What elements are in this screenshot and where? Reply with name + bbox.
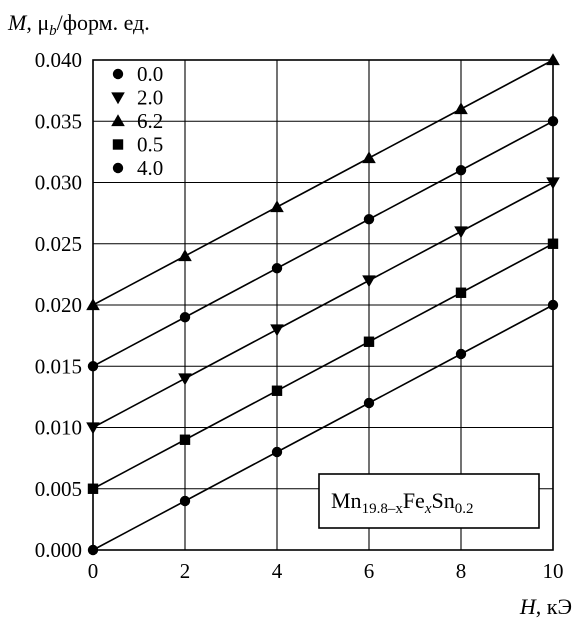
x-tick-label: 6 <box>364 559 375 583</box>
annotation-element: Mn <box>331 488 362 513</box>
data-point <box>179 434 191 445</box>
data-point <box>271 263 283 274</box>
y-axis-unit: , μ <box>26 10 49 35</box>
y-axis-title: M, μb/форм. ед. <box>7 10 150 39</box>
y-tick-label: 0.010 <box>35 416 82 440</box>
y-tick-label: 0.005 <box>35 477 82 501</box>
data-point <box>178 373 192 386</box>
composition-annotation: Mn19.8–xFexSn0.2 <box>318 473 540 529</box>
x-tick-label: 8 <box>456 559 467 583</box>
data-point <box>271 446 283 458</box>
annotation-box <box>318 473 540 529</box>
series-line <box>92 304 554 551</box>
data-point <box>455 165 467 176</box>
legend-item: 2.0 <box>111 86 163 110</box>
data-point <box>454 102 468 115</box>
data-point <box>362 151 376 164</box>
x-tick-label: 10 <box>543 559 564 583</box>
data-point <box>363 336 375 347</box>
series-line <box>92 120 554 367</box>
data-point <box>270 324 284 337</box>
series-line <box>92 243 554 490</box>
data-point <box>179 312 191 323</box>
x-tick-label: 4 <box>272 559 283 583</box>
series-line <box>92 59 554 306</box>
annotation-element: Sn <box>431 488 454 513</box>
legend-item: 6.2 <box>111 109 163 133</box>
legend-label: 0.0 <box>137 62 163 86</box>
legend-item: 0.5 <box>112 133 163 157</box>
data-point <box>271 385 283 396</box>
series-2.0 <box>86 177 560 435</box>
y-tick-label: 0.025 <box>35 232 82 256</box>
series-4.0 <box>87 116 559 372</box>
legend-item: 4.0 <box>112 156 163 180</box>
x-axis-unit: , кЭ <box>536 594 572 619</box>
data-point <box>546 53 560 66</box>
x-axis-var: H <box>519 594 537 619</box>
annotation-subscript: 19.8–x <box>362 501 404 517</box>
x-tick-label: 2 <box>180 559 191 583</box>
data-point <box>270 200 284 213</box>
data-point <box>363 214 375 225</box>
plot-frame <box>92 59 554 551</box>
x-tick-label: 0 <box>88 559 99 583</box>
series-layer <box>86 53 560 556</box>
legend-marker <box>112 139 124 150</box>
y-axis-unit-sub: b <box>49 23 57 39</box>
data-point <box>362 275 376 288</box>
y-tick-label: 0.030 <box>35 171 82 195</box>
legend-marker <box>111 92 125 105</box>
y-tick-label: 0.040 <box>35 48 82 72</box>
data-point <box>179 495 191 507</box>
annotation-subscript: x <box>424 501 432 517</box>
tick-labels: 0 2 4 6 8 10 0.000 0.005 0.010 0.015 0.020 0.025 0.0… <box>35 48 564 583</box>
legend-marker <box>111 114 125 127</box>
legend-label: 2.0 <box>137 86 163 110</box>
annotation-element: Fe <box>403 488 425 513</box>
series-line <box>92 181 554 429</box>
legend: 0.02.06.20.54.0 <box>111 62 163 180</box>
y-tick-label: 0.015 <box>35 354 82 378</box>
y-tick-label: 0.020 <box>35 293 82 317</box>
data-point <box>455 287 467 298</box>
y-tick-label: 0.000 <box>35 538 82 562</box>
legend-label: 6.2 <box>137 109 163 133</box>
x-axis-title: H, кЭ <box>519 594 572 619</box>
annotation-subscript: 0.2 <box>455 501 474 517</box>
y-tick-label: 0.035 <box>35 109 82 133</box>
legend-label: 0.5 <box>137 133 163 157</box>
legend-label: 4.0 <box>137 156 163 180</box>
legend-marker <box>112 162 124 174</box>
data-point <box>178 249 192 262</box>
axis-titles: M, μb/форм. ед. H, кЭ <box>7 10 572 619</box>
y-axis-unit-rest: /форм. ед. <box>57 10 150 35</box>
data-point <box>455 348 467 360</box>
series-6.2 <box>86 53 560 311</box>
data-point <box>363 397 375 409</box>
legend-marker <box>112 68 124 80</box>
annotation-text: Mn19.8–xFexSn0.2 <box>331 488 473 517</box>
data-point <box>454 226 468 239</box>
y-axis-var: M <box>7 10 28 35</box>
legend-item: 0.0 <box>112 62 163 86</box>
